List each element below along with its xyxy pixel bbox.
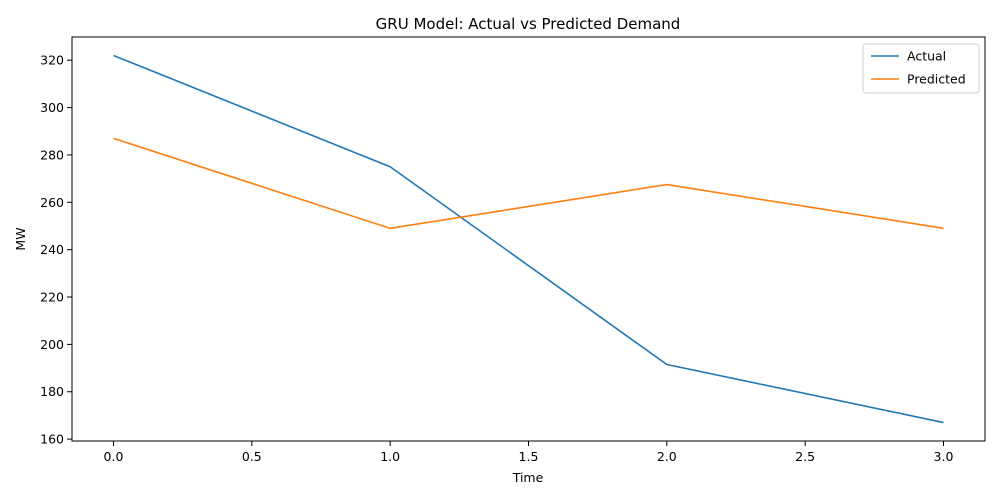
y-tick-label: 320 (40, 53, 64, 68)
x-tick-label: 2.5 (795, 449, 815, 464)
legend-label-predicted: Predicted (907, 72, 966, 87)
y-tick-label: 160 (40, 432, 64, 447)
chart-title: GRU Model: Actual vs Predicted Demand (376, 15, 681, 33)
x-tick-label: 0.5 (242, 449, 262, 464)
y-tick-label: 180 (40, 384, 64, 399)
x-tick-label: 3.0 (934, 449, 954, 464)
y-tick-label: 220 (40, 290, 64, 305)
series-line-actual (113, 54, 944, 424)
y-axis-label: MW (13, 227, 28, 250)
x-axis-label: Time (512, 470, 544, 485)
x-tick-label: 0.0 (104, 449, 124, 464)
legend: Actual Predicted (862, 43, 980, 94)
y-tick-label: 240 (40, 242, 64, 257)
x-tick-label: 2.0 (657, 449, 677, 464)
legend-label-actual: Actual (907, 49, 946, 64)
y-tick-label: 300 (40, 100, 64, 115)
plot-area: 0.0 0.5 1.0 1.5 2.0 2.5 3.0 160 180 200 220 240 260 2… (40, 53, 953, 464)
y-tick-label: 200 (40, 337, 64, 352)
x-tick-label: 1.5 (519, 449, 539, 464)
x-tick-label: 1.0 (380, 449, 400, 464)
y-tick-label: 280 (40, 147, 64, 162)
series-line-predicted (113, 137, 944, 230)
plot-frame (71, 36, 986, 442)
y-tick-label: 260 (40, 195, 64, 210)
